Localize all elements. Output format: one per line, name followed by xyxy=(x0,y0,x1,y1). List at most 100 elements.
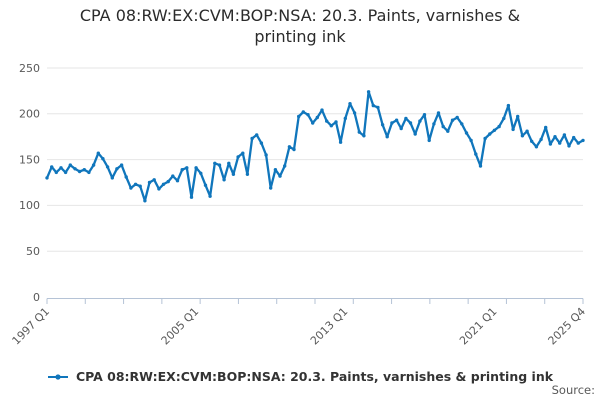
series-point xyxy=(572,135,576,140)
series-point xyxy=(189,195,194,199)
series-point xyxy=(422,113,427,117)
series-point xyxy=(474,152,478,156)
series-point xyxy=(544,125,548,130)
series-point xyxy=(96,151,101,155)
series-point xyxy=(320,108,324,112)
series-point xyxy=(567,144,571,148)
series-point xyxy=(506,103,511,108)
series-point xyxy=(581,138,585,143)
series-point xyxy=(54,170,58,175)
series-point xyxy=(329,124,333,128)
series-point xyxy=(334,120,338,124)
y-tick-label: 0 xyxy=(33,291,40,304)
series-point xyxy=(460,122,464,126)
series-point xyxy=(87,170,91,175)
series-point xyxy=(45,176,49,180)
series-point xyxy=(180,168,184,172)
series-point xyxy=(259,141,264,145)
legend-line-marker-icon xyxy=(47,373,68,380)
series-point xyxy=(380,123,385,127)
series-point xyxy=(516,114,520,119)
series-point xyxy=(143,199,147,203)
series-point xyxy=(287,145,292,149)
series-point xyxy=(534,145,539,149)
series-point xyxy=(548,142,553,146)
series-point xyxy=(558,141,562,145)
series-point xyxy=(203,183,208,187)
series-point xyxy=(82,168,87,172)
series-point xyxy=(469,138,473,143)
series-point xyxy=(110,176,115,180)
series-point xyxy=(283,164,287,168)
series-point xyxy=(441,124,445,129)
series-point xyxy=(129,186,133,190)
series-point xyxy=(311,121,315,125)
series-point xyxy=(390,121,394,125)
x-tick-label: 2005 Q1 xyxy=(159,305,202,348)
series-point xyxy=(483,136,487,141)
series-point xyxy=(348,102,352,106)
series-point xyxy=(264,153,268,157)
series-point xyxy=(105,165,110,169)
y-tick-label: 100 xyxy=(19,199,40,212)
series-point xyxy=(301,110,305,114)
series-point xyxy=(539,137,543,142)
series-point xyxy=(511,127,515,132)
series-point xyxy=(245,172,250,176)
series-point xyxy=(488,132,492,136)
series-point xyxy=(325,119,329,123)
series-point xyxy=(530,139,534,143)
series-point xyxy=(91,163,96,167)
series-point xyxy=(119,163,124,167)
series-point xyxy=(297,114,301,119)
series-point xyxy=(338,140,343,144)
series-point xyxy=(404,116,408,121)
series-point xyxy=(124,175,128,179)
legend-item[interactable]: CPA 08:RW:EX:CVM:BOP:NSA: 20.3. Paints, … xyxy=(0,369,600,384)
series-point xyxy=(418,119,422,123)
chart-title: CPA 08:RW:EX:CVM:BOP:NSA: 20.3. Paints, … xyxy=(0,5,600,47)
series-point xyxy=(269,186,273,190)
y-tick-label: 150 xyxy=(19,153,40,166)
chart-title-line1: CPA 08:RW:EX:CVM:BOP:NSA: 20.3. Paints, … xyxy=(79,6,521,25)
series-point xyxy=(231,172,236,176)
series-point xyxy=(194,166,198,170)
series-point xyxy=(464,131,469,135)
series-point xyxy=(343,116,347,121)
series-point xyxy=(562,133,567,137)
series-point xyxy=(492,128,497,132)
x-tick-label: 2025 Q4 xyxy=(546,305,589,348)
series-point xyxy=(278,174,282,178)
series-point xyxy=(385,135,389,139)
series-point xyxy=(255,133,259,137)
series-point xyxy=(357,130,361,134)
series-point xyxy=(185,166,189,170)
series-point xyxy=(59,166,63,170)
series-point xyxy=(208,194,212,198)
series-point xyxy=(455,115,459,120)
x-tick-label: 1997 Q1 xyxy=(10,305,53,348)
series-point xyxy=(236,155,240,159)
series-point xyxy=(436,111,441,115)
series-line xyxy=(45,90,585,202)
series-point xyxy=(138,184,142,188)
series-point xyxy=(450,118,455,122)
series-point xyxy=(427,138,431,143)
series-point xyxy=(525,129,529,133)
x-tick-label: 2013 Q1 xyxy=(308,305,351,348)
series-point xyxy=(273,168,278,172)
series-point xyxy=(115,167,119,171)
series-point xyxy=(77,169,82,174)
series-point xyxy=(408,121,413,125)
series-point xyxy=(217,163,222,167)
series-point xyxy=(352,111,357,115)
series-point xyxy=(371,103,375,108)
chart-title-line2: printing ink xyxy=(254,27,346,47)
series-point xyxy=(157,187,161,191)
series-point xyxy=(520,134,525,138)
series-point xyxy=(366,90,371,94)
series-point xyxy=(478,164,483,168)
series-point xyxy=(227,161,231,165)
